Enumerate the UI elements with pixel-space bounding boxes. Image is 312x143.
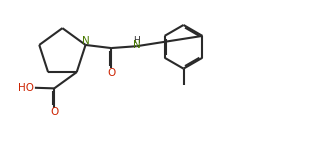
Text: O: O [107, 68, 115, 78]
Text: O: O [50, 107, 58, 117]
Text: N: N [133, 40, 141, 50]
Text: H: H [133, 36, 140, 45]
Text: N: N [82, 36, 90, 46]
Text: HO: HO [18, 83, 34, 93]
